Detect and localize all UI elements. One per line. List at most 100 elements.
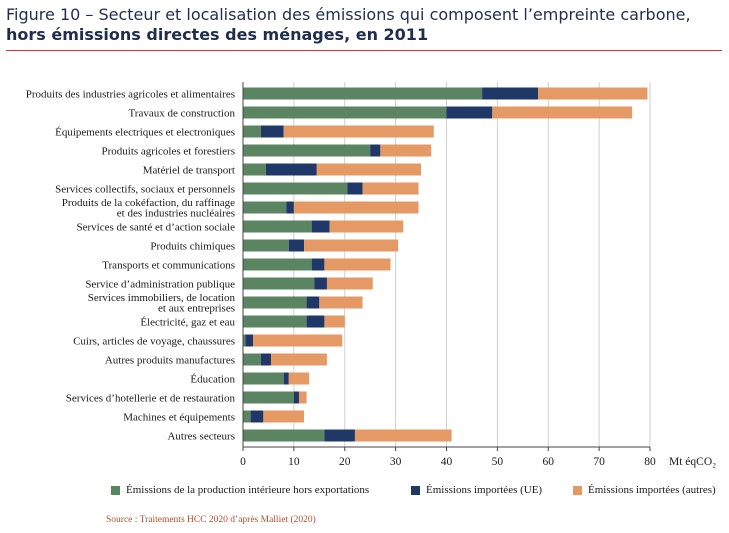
legend-swatch-imports-eu: [411, 485, 420, 495]
bar-segment: [243, 296, 307, 309]
bar-segment: [263, 410, 305, 423]
category-label: Autres secteurs: [167, 431, 235, 443]
bar-segment: [243, 144, 371, 157]
bar-segment: [538, 87, 648, 100]
bar-segment: [243, 239, 289, 252]
bar-segment: [243, 334, 246, 347]
title-rule: [6, 50, 722, 51]
legend: Émissions de la production intérieure ho…: [0, 484, 729, 502]
legend-swatch-imports-other: [573, 485, 582, 495]
bar-segment: [260, 353, 271, 366]
bar-segment: [243, 125, 261, 138]
legend-item-domestic: Émissions de la production intérieure ho…: [111, 484, 369, 496]
legend-label-imports-eu: Émissions importées (UE): [426, 484, 543, 496]
bar-segment: [370, 144, 381, 157]
bar-segment: [270, 353, 327, 366]
category-label: Produits de la cokéfaction, du raffinage: [62, 197, 235, 209]
bar-segment: [253, 334, 343, 347]
bar-segment: [446, 106, 493, 119]
bar-segment: [250, 410, 264, 423]
stacked-bar-chart: Produits des industries agricoles et ali…: [26, 82, 716, 468]
category-label: Produits chimiques: [150, 241, 235, 253]
bar-segment: [492, 106, 633, 119]
x-tick-label: 70: [593, 456, 605, 468]
legend-item-imports-eu: Émissions importées (UE): [411, 484, 542, 496]
bar-segment: [304, 239, 399, 252]
x-axis-unit-label: Mt éqCO₂: [669, 456, 716, 468]
category-label: Service d’administration publique: [85, 279, 235, 291]
x-tick-label: 20: [339, 456, 351, 468]
category-label: Services collectifs, sociaux et personne…: [55, 184, 235, 196]
bar-segment: [329, 220, 404, 233]
bar-segment: [324, 258, 391, 271]
x-tick-label: 50: [492, 456, 504, 468]
bar-segment: [293, 391, 299, 404]
bar-segment: [326, 277, 373, 290]
bar-segment: [243, 353, 261, 366]
bar-segment: [319, 296, 363, 309]
category-label: Services d’hotellerie et de restauration: [66, 393, 236, 405]
bar-segment: [283, 125, 434, 138]
bar-segment: [286, 201, 294, 214]
bar-segment: [283, 372, 289, 385]
bar-segment: [314, 277, 327, 290]
bar-segment: [293, 201, 419, 214]
source-note: Source : Traitements HCC 2020 d’après Ma…: [106, 515, 316, 525]
bar-segment: [243, 182, 348, 195]
chart-title: Figure 10 – Secteur et localisation des …: [6, 5, 722, 45]
x-tick-label: 10: [288, 456, 300, 468]
category-label: Transports et communications: [102, 260, 235, 272]
bar-segment: [243, 220, 312, 233]
bar-segment: [243, 277, 315, 290]
bar-segment: [324, 429, 355, 442]
chart-title-line-2: hors émissions directes des ménages, en …: [6, 25, 429, 44]
legend-swatch-domestic: [111, 485, 120, 495]
bar-segment: [311, 220, 330, 233]
category-label: Produits des industries agricoles et ali…: [26, 89, 235, 101]
category-label: Machines et équipements: [123, 412, 235, 424]
category-label: Services de santé et d’action sociale: [76, 222, 235, 234]
category-label: Cuirs, articles de voyage, chaussures: [73, 336, 235, 348]
bar-segment: [260, 125, 284, 138]
x-tick-label: 0: [240, 456, 246, 468]
bar-segment: [243, 106, 447, 119]
category-label: Électricité, gaz et eau: [140, 317, 235, 329]
bar-segment: [347, 182, 363, 195]
bar-segment: [362, 182, 419, 195]
legend-label-imports-other: Émissions importées (autres): [588, 484, 716, 496]
x-tick-label: 60: [543, 456, 555, 468]
chart-title-line-1: Figure 10 – Secteur et localisation des …: [6, 5, 691, 24]
category-label: Travaux de construction: [128, 108, 235, 120]
bar-segment: [316, 163, 422, 176]
bar-segment: [243, 163, 266, 176]
legend-item-imports-other: Émissions importées (autres): [573, 484, 716, 496]
bar-segment: [288, 239, 305, 252]
category-label: Éducation: [190, 374, 235, 386]
bar-segment: [243, 201, 287, 214]
bar-segment: [354, 429, 452, 442]
category-label: Matériel de transport: [143, 165, 235, 177]
x-tick-label: 40: [441, 456, 453, 468]
bar-segment: [243, 372, 284, 385]
bar-segment: [298, 391, 307, 404]
bar-segment: [482, 87, 539, 100]
category-label: Produits agricoles et forestiers: [102, 146, 236, 158]
category-label: Autres produits manufactures: [105, 355, 235, 367]
bar-segment: [245, 334, 254, 347]
bar-segment: [306, 315, 325, 328]
bar-segment: [243, 87, 483, 100]
bar-segment: [243, 315, 307, 328]
category-label: et aux entreprises: [158, 303, 235, 315]
category-label: et des industries nucléaires: [117, 208, 235, 220]
bar-segment: [288, 372, 310, 385]
bar-segment: [243, 429, 325, 442]
bar-segment: [243, 258, 312, 271]
bar-segment: [265, 163, 317, 176]
bar-segment: [306, 296, 320, 309]
bar-segment: [380, 144, 432, 157]
bar-segment: [311, 258, 325, 271]
x-tick-label: 30: [390, 456, 402, 468]
bar-segment: [243, 410, 251, 423]
bar-segment: [243, 391, 294, 404]
bar-segment: [324, 315, 345, 328]
